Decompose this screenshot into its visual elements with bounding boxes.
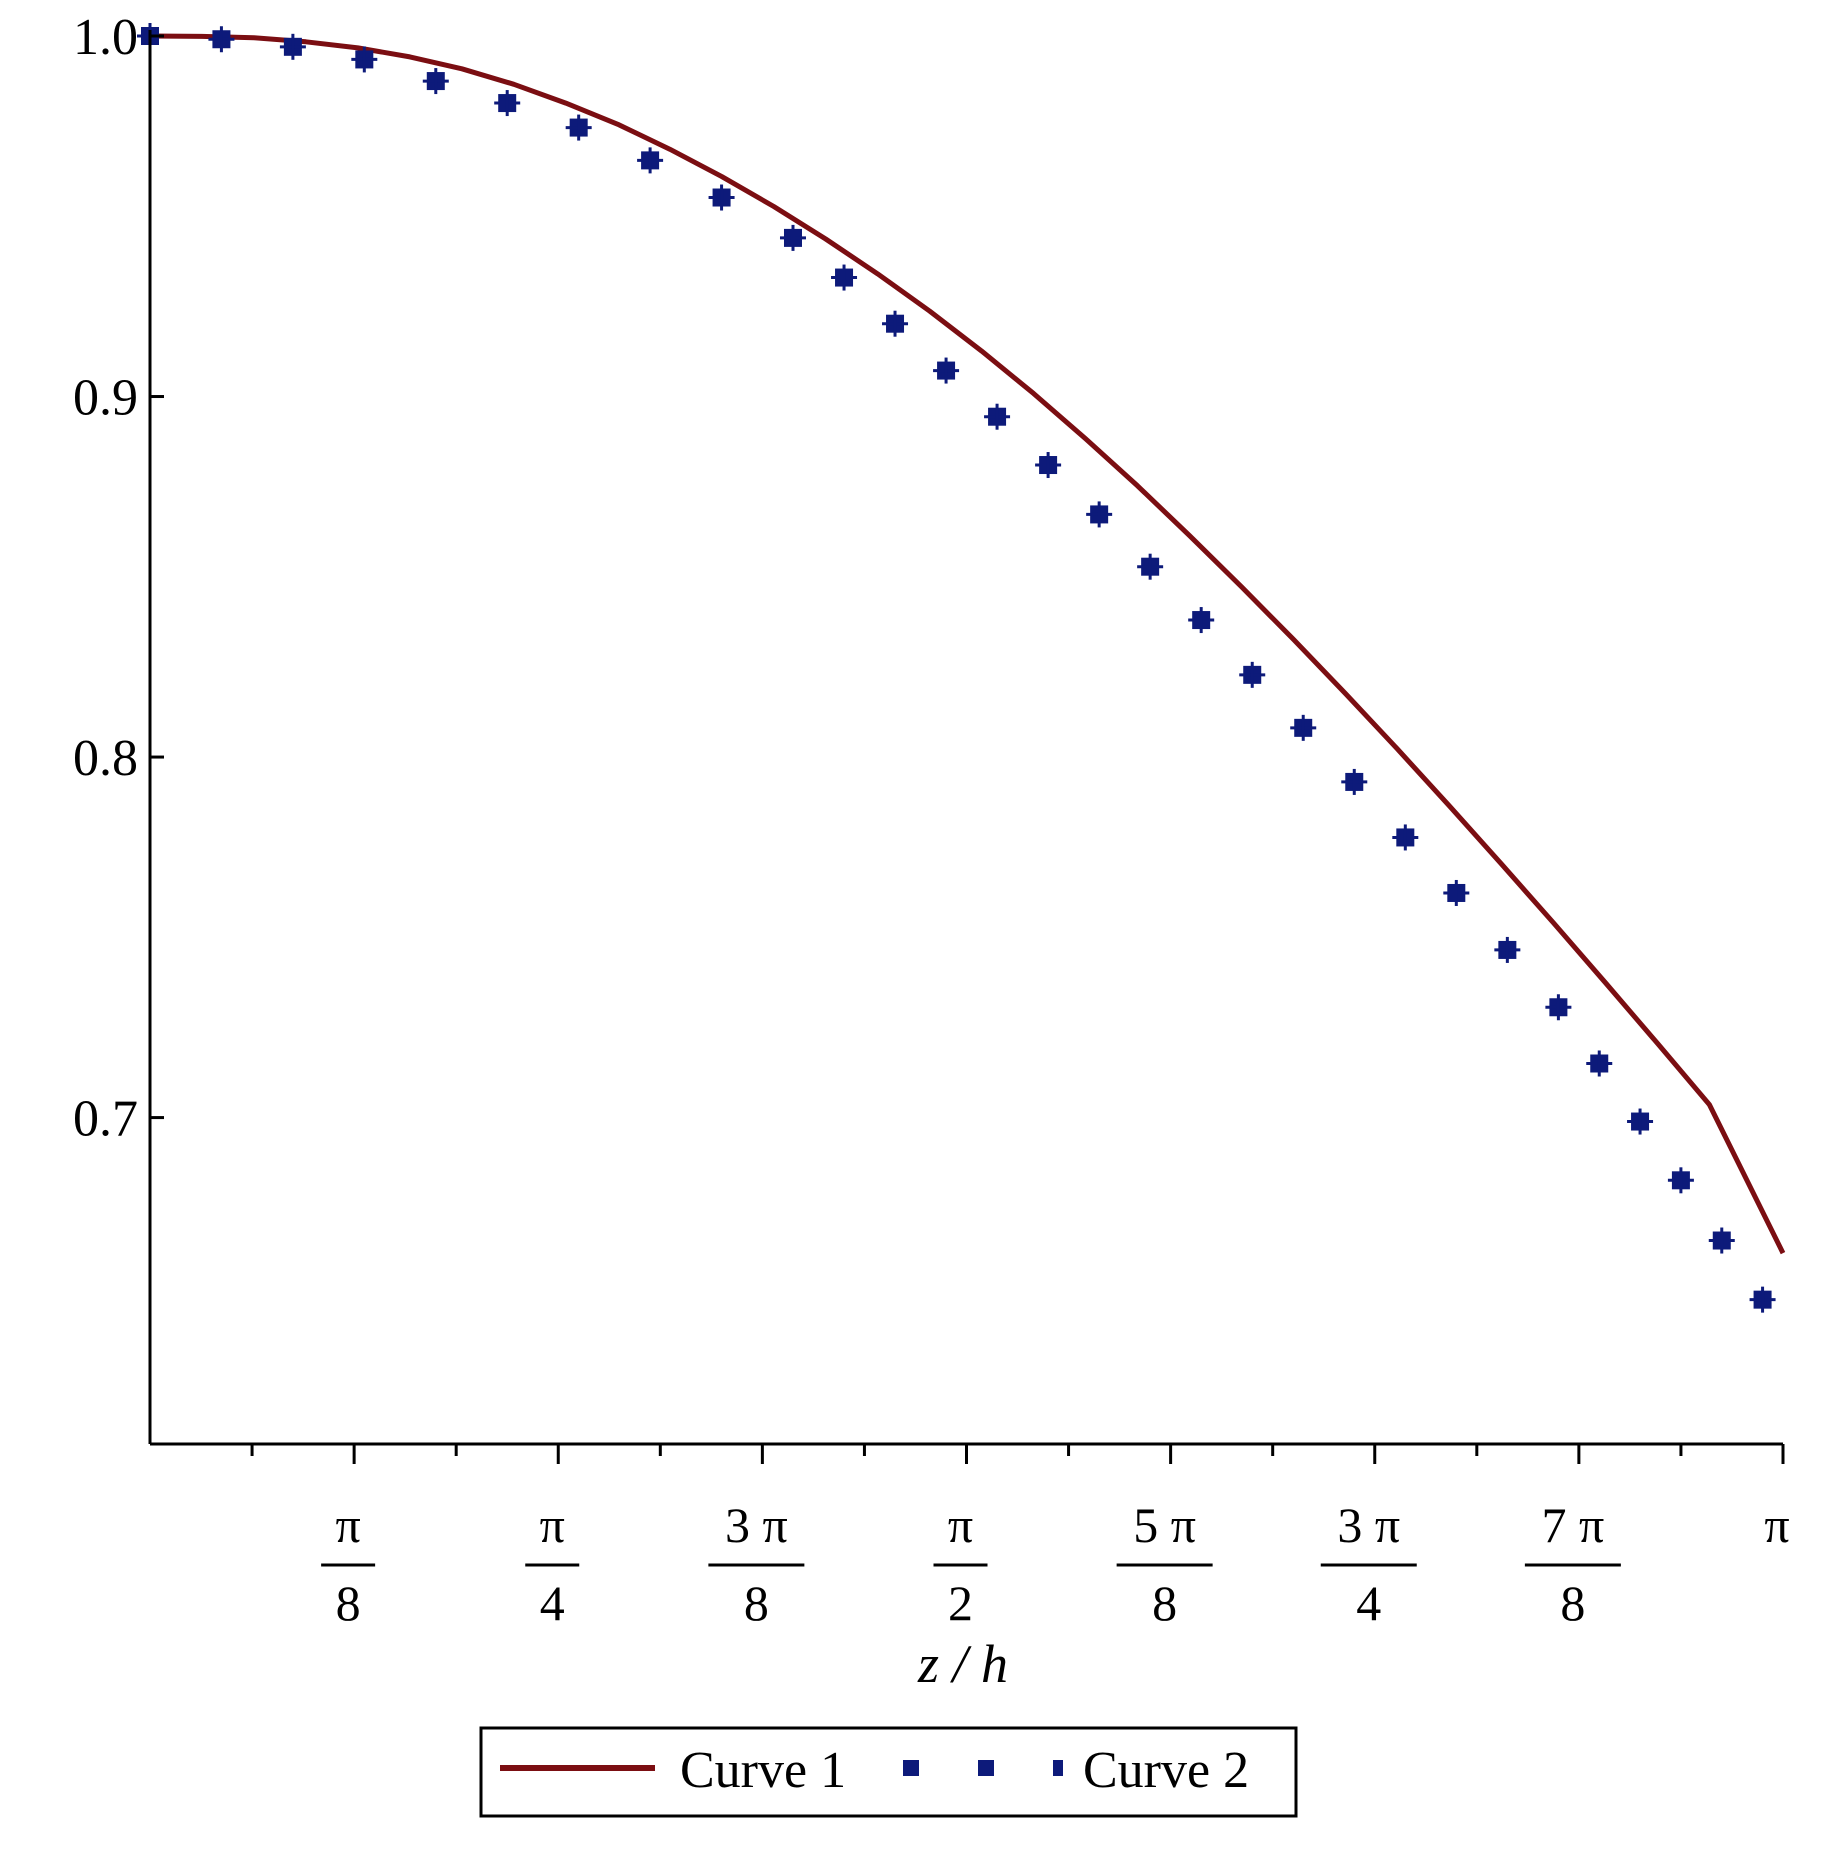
y-tick-label: 0.7 [73, 1091, 138, 1148]
series-curve-2-point [637, 147, 664, 174]
legend-curve-2-swatch-dot [978, 1760, 994, 1776]
series-curve-2-point [1586, 1050, 1613, 1077]
series-curve-2-point [1086, 501, 1113, 528]
series-curve-2-point [422, 68, 449, 95]
legend-curve-2-swatch-dot [1053, 1760, 1063, 1776]
series-curve-2-point [984, 403, 1011, 430]
x-tick-numerator: 3 π [1337, 1497, 1400, 1553]
series-curve-1-line [149, 33, 1786, 1255]
x-ticks: π 8 π 4 3 π 8 π 2 5 π 8 3 π 4 7 π 8 π [250, 1444, 1790, 1631]
plot-area [137, 23, 1786, 1313]
series-curve-2-point [1188, 607, 1215, 634]
series-curve-2-point [1035, 452, 1062, 479]
x-tick-numerator: π [948, 1497, 973, 1553]
series-curve-2-point [1708, 1227, 1735, 1254]
series-curve-2-point [1443, 879, 1470, 906]
series-curve-2-point [1749, 1286, 1776, 1313]
x-tick-denominator: 8 [744, 1575, 769, 1631]
legend-box [479, 1726, 1298, 1818]
legend-curve-2-label: Curve 2 [1083, 1742, 1249, 1799]
y-tick-label: 0.8 [73, 730, 138, 787]
series-curve-2-point [779, 224, 806, 251]
x-tick-denominator: 8 [1560, 1575, 1585, 1631]
series-curve-2-point [882, 310, 909, 337]
series-curve-2-point [1341, 768, 1368, 795]
x-tick-denominator: 4 [1356, 1575, 1381, 1631]
series-curve-2-point [1627, 1108, 1654, 1135]
x-tick-denominator: 8 [1152, 1575, 1177, 1631]
x-tick-numerator: 3 π [725, 1497, 788, 1553]
legend-curve-2-swatch-dot [903, 1760, 919, 1776]
series-curve-2-point [351, 46, 378, 73]
x-tick-numerator: π [1764, 1497, 1789, 1553]
series-curve-2-point [1494, 936, 1521, 963]
series-curve-2-point [708, 184, 735, 211]
y-ticks: 1.0 0.9 0.8 0.7 [73, 9, 164, 1148]
series-curve-2-point [831, 264, 858, 291]
x-axis-label: z / h [917, 1634, 1008, 1694]
series-curve-2-point [1290, 714, 1317, 741]
series-curve-2-point [1137, 553, 1164, 580]
x-tick-denominator: 2 [948, 1575, 973, 1631]
series-curve-2-point [279, 33, 306, 60]
series-curve-2-point [565, 114, 592, 141]
series-curve-2-point [1392, 824, 1419, 851]
x-tick-numerator: π [540, 1497, 565, 1553]
x-tick-numerator: π [336, 1497, 361, 1553]
x-tick-denominator: 8 [336, 1575, 361, 1631]
series-curve-2-point [1667, 1167, 1694, 1194]
legend-curve-1-label: Curve 1 [680, 1742, 846, 1799]
series-curve-2-point [1545, 994, 1572, 1021]
series-curve-2-point [933, 357, 960, 384]
y-tick-label: 1.0 [73, 9, 138, 66]
x-tick-numerator: 5 π [1133, 1497, 1196, 1553]
series-curve-2-point [208, 26, 235, 53]
legend: Curve 1 Curve 2 [479, 1726, 1298, 1818]
x-tick-denominator: 4 [540, 1575, 565, 1631]
x-tick-numerator: 7 π [1542, 1497, 1605, 1553]
series-curve-2-point [494, 90, 521, 117]
series-curve-2-point [1239, 661, 1266, 688]
y-tick-label: 0.9 [73, 370, 138, 427]
